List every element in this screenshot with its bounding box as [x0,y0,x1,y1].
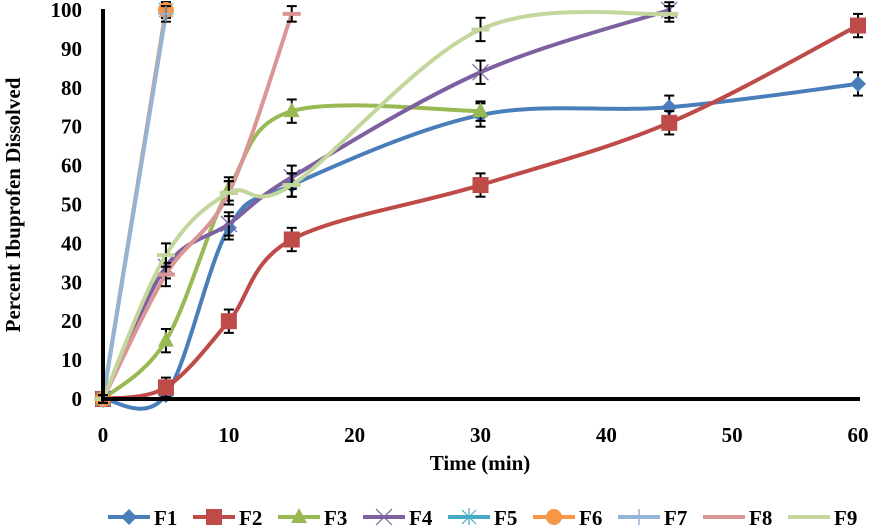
y-tick-label: 30 [61,270,82,294]
series-line-f4 [101,8,672,401]
legend-item-f9: F9 [788,506,857,525]
legend-label-f4: F4 [409,506,433,525]
series-line-f7 [101,11,168,401]
legend-item-f4: F4 [363,506,433,525]
legend-f5-marker [461,508,477,525]
data-point-f2-marker [157,379,174,396]
legend-f6-marker [546,509,562,525]
legend-f7-marker [631,509,647,525]
legend-label-f3: F3 [324,506,347,525]
data-point-f3-marker [472,102,489,118]
legend-f1-marker [121,509,137,525]
legend-item-f1: F1 [108,506,177,525]
legend-item-f6: F6 [533,506,602,525]
legend-label-f8: F8 [749,506,772,525]
series-f1 [95,71,866,411]
x-tick-label: 50 [722,423,743,447]
x-tick-label: 30 [470,423,491,447]
legend-label-f7: F7 [664,506,687,525]
series-layer [94,1,866,411]
data-point-f7-marker [157,5,174,22]
legend-label-f5: F5 [494,506,517,525]
y-tick-label: 90 [61,37,82,61]
legend-item-f5: F5 [448,506,517,525]
y-tick-label: 60 [61,154,82,178]
x-tick-label: 60 [848,423,869,447]
data-point-f3-marker [157,331,174,347]
x-tick-label: 20 [344,423,365,447]
data-point-f3-marker [283,102,300,118]
y-tick-label: 40 [61,231,82,255]
x-tick-label: 40 [596,423,617,447]
axes-layer [101,9,860,401]
y-axis-title: Percent Ibuprofen Dissolved [1,77,25,332]
x-tick-label: 10 [218,423,239,447]
series-line-f9 [101,9,672,401]
data-point-f2-marker [661,114,678,131]
y-tick-label: 70 [61,115,82,139]
legend: F1 F2 F3 F4 F5 F6 F7 F8 F9 [108,506,857,525]
legend-item-f7: F7 [618,506,687,525]
x-axis-title: Time (min) [430,451,531,475]
data-point-f1-marker [850,75,866,92]
legend-label-f6: F6 [579,506,602,525]
y-tick-label: 80 [61,76,82,100]
data-point-f2-marker [283,231,300,248]
legend-label-f1: F1 [154,506,177,525]
data-point-f2-marker [220,313,237,330]
legend-f4-marker [375,508,393,525]
series-f3 [95,98,489,405]
legend-label-f2: F2 [239,506,262,525]
legend-item-f3: F3 [278,506,347,525]
y-tick-label: 10 [61,348,82,372]
y-tick-label: 100 [51,0,83,22]
legend-label-f9: F9 [834,506,857,525]
ticks-layer: 0 10 20 30 40 50 60 70 80 90 100 0 10 20 30 40 50 60 [51,0,869,447]
y-tick-label: 50 [61,193,82,217]
y-tick-label: 0 [72,387,83,411]
legend-f2-marker [206,509,222,525]
legend-item-f8: F8 [703,506,772,525]
series-f9 [94,5,679,404]
series-line-f3 [101,103,483,401]
data-point-f2-marker [472,177,489,194]
legend-item-f2: F2 [193,506,262,525]
y-tick-label: 20 [61,309,82,333]
x-tick-label: 0 [98,423,109,447]
series-f4 [94,1,678,408]
legend-f3-marker [291,508,307,523]
series-line-f8 [101,11,294,401]
series-line-f1 [101,81,860,411]
data-point-f2-marker [850,17,866,34]
series-line-f2 [101,23,860,401]
data-point-f4-marker [220,215,238,233]
data-point-f4-marker [472,63,489,81]
